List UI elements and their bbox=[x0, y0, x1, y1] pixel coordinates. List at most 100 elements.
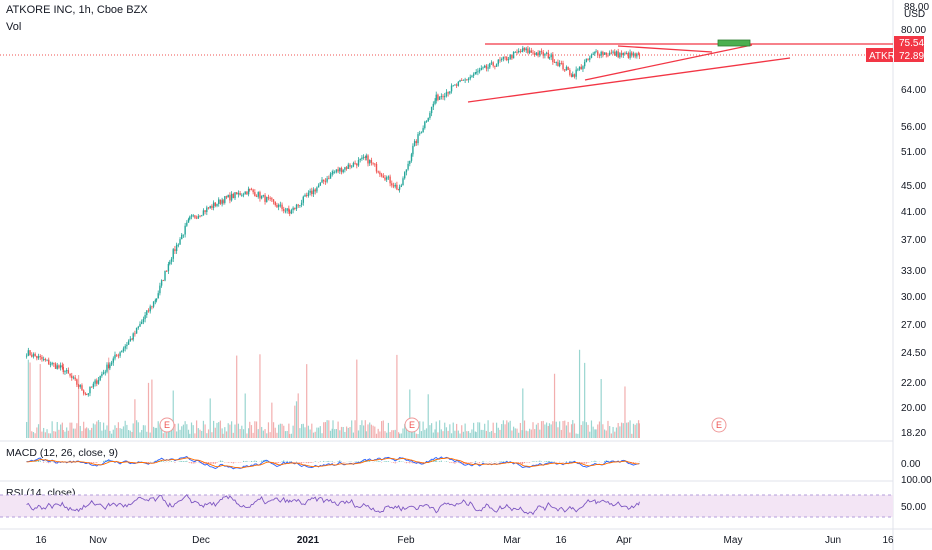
volume-bar bbox=[214, 427, 216, 438]
candle-body bbox=[397, 189, 400, 191]
volume-bar bbox=[615, 427, 618, 438]
candle-body bbox=[319, 182, 322, 186]
support-trendline[interactable] bbox=[467, 57, 791, 103]
volume-bar bbox=[584, 362, 586, 438]
candle-body bbox=[44, 359, 47, 361]
earnings-marker-feb[interactable]: E bbox=[404, 417, 420, 433]
macd-histogram-bar bbox=[328, 460, 330, 462]
time-tick: Mar bbox=[503, 535, 521, 546]
triangle-upper-trendline[interactable] bbox=[617, 45, 713, 53]
candle-body bbox=[444, 96, 446, 98]
volume-bar bbox=[492, 422, 494, 438]
candle-body bbox=[379, 172, 381, 175]
volume-bar bbox=[157, 421, 159, 438]
volume-bar bbox=[349, 427, 351, 438]
macd-histogram-bar bbox=[429, 460, 431, 462]
volume-bar bbox=[359, 425, 361, 438]
candle-body bbox=[438, 96, 441, 100]
macd-histogram-bar bbox=[326, 461, 328, 462]
volume-bar bbox=[518, 432, 520, 438]
earnings-marker-may[interactable]: E bbox=[711, 417, 727, 433]
macd-histogram-bar bbox=[519, 462, 521, 464]
time-tick: 16 bbox=[882, 535, 894, 546]
candle-body bbox=[497, 59, 499, 65]
triangle-lower-trendline[interactable] bbox=[584, 44, 753, 81]
candle-body bbox=[162, 280, 165, 282]
candle-body bbox=[617, 51, 619, 58]
volume-bar bbox=[527, 431, 529, 438]
candle-body bbox=[283, 208, 285, 211]
candle-body bbox=[186, 222, 188, 226]
volume-bar bbox=[462, 431, 465, 438]
candle-body bbox=[612, 51, 614, 53]
candle-body bbox=[542, 52, 544, 56]
volume-bar bbox=[435, 421, 437, 438]
volume-bar bbox=[126, 424, 128, 438]
macd-histogram-bar bbox=[299, 462, 301, 464]
volume-bar bbox=[149, 432, 151, 438]
volume-bar bbox=[351, 420, 353, 438]
macd-histogram-bar bbox=[39, 460, 41, 462]
volume-bar bbox=[186, 424, 188, 438]
candle-body bbox=[380, 174, 383, 176]
volume-bar bbox=[474, 431, 476, 438]
volume-bar bbox=[155, 427, 158, 438]
macd-histogram-bar bbox=[319, 461, 321, 462]
price-tick: 30.00 bbox=[901, 292, 926, 303]
volume-bar bbox=[369, 422, 371, 438]
volume-bar bbox=[66, 427, 68, 438]
volume-bar bbox=[424, 429, 426, 438]
macd-histogram-bar bbox=[454, 462, 456, 464]
volume-bar bbox=[176, 431, 178, 438]
volume-bar bbox=[189, 433, 191, 438]
candle-body bbox=[117, 355, 120, 357]
candle-body bbox=[216, 204, 218, 206]
candle-body bbox=[114, 354, 116, 359]
volume-bar bbox=[367, 424, 369, 438]
candle-body bbox=[101, 374, 103, 376]
candle-body bbox=[415, 141, 418, 144]
macd-histogram-bar bbox=[214, 462, 216, 464]
candle-body bbox=[557, 62, 559, 67]
candle-body bbox=[564, 69, 566, 71]
macd-histogram-bar bbox=[585, 462, 587, 464]
price-tick: 45.00 bbox=[901, 181, 926, 192]
volume-bar bbox=[550, 424, 552, 438]
candle-body bbox=[266, 197, 268, 202]
macd-histogram-bar bbox=[393, 462, 394, 463]
earnings-marker-nov[interactable]: E bbox=[159, 417, 175, 433]
macd-histogram-bar bbox=[192, 462, 194, 464]
volume-bar bbox=[101, 430, 103, 438]
candle-body bbox=[290, 210, 293, 214]
volume-bar bbox=[447, 430, 449, 438]
target-box[interactable] bbox=[717, 39, 751, 47]
candle-body bbox=[457, 81, 460, 86]
volume-bar bbox=[71, 422, 73, 438]
volume-bar bbox=[199, 429, 201, 438]
macd-histogram-bar bbox=[391, 462, 393, 463]
volume-bar bbox=[480, 429, 482, 438]
macd-histogram-bar bbox=[525, 462, 527, 463]
volume-bar bbox=[600, 379, 602, 438]
macd-histogram-bar bbox=[278, 462, 280, 463]
volume-bar bbox=[459, 433, 461, 438]
candle-body bbox=[102, 372, 105, 375]
volume-bar bbox=[502, 420, 504, 438]
candle-body bbox=[236, 192, 238, 195]
macd-histogram-bar bbox=[594, 460, 596, 462]
candle-body bbox=[512, 52, 515, 59]
volume-bar bbox=[231, 421, 233, 438]
candle-body bbox=[211, 205, 213, 208]
candle-body bbox=[149, 306, 151, 312]
candle-body bbox=[141, 321, 143, 324]
volume-bar bbox=[454, 430, 456, 438]
macd-histogram-bar bbox=[108, 459, 110, 462]
macd-histogram-bar bbox=[541, 461, 543, 462]
volume-bar bbox=[294, 405, 296, 438]
earnings-marker-text: E bbox=[716, 420, 722, 430]
volume-bar bbox=[469, 432, 471, 438]
candle-body bbox=[232, 193, 235, 199]
volume-bar bbox=[439, 420, 441, 438]
candle-body bbox=[342, 169, 344, 173]
